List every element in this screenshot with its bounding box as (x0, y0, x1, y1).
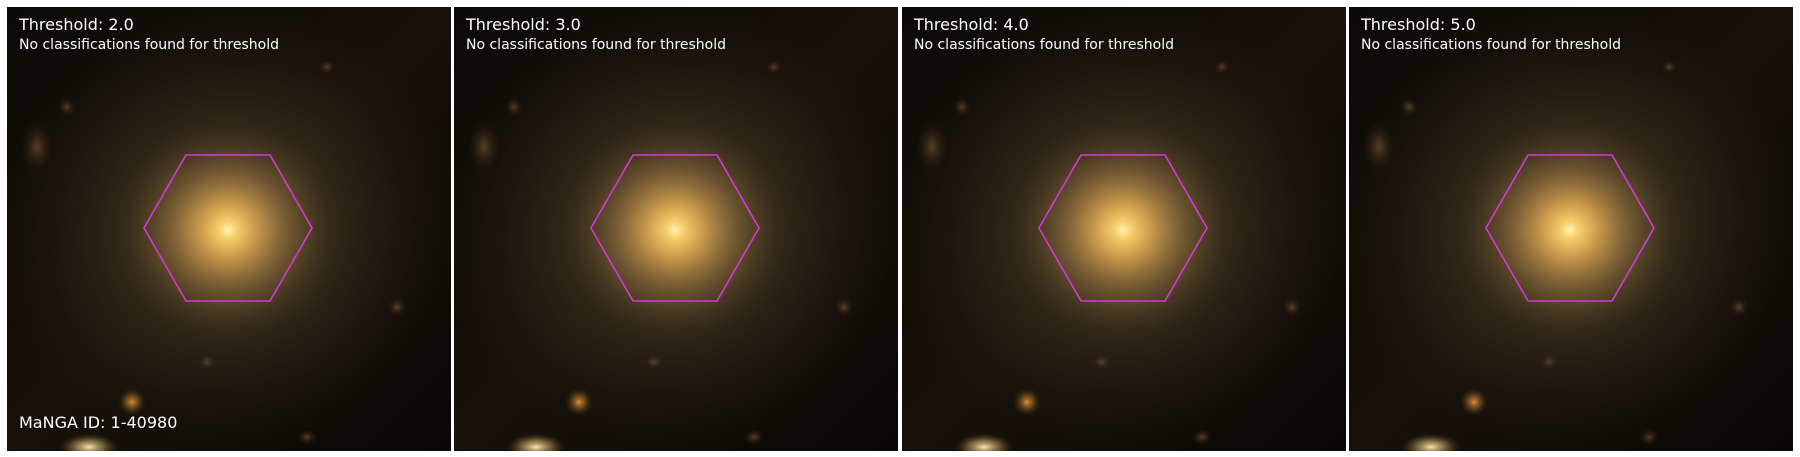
panel-status-message: No classifications found for threshold (19, 37, 279, 53)
panel-threshold-label: Threshold: 5.0 (1361, 15, 1476, 34)
manga-id-label: MaNGA ID: 1-40980 (19, 413, 178, 432)
image-panel-threshold-4: Threshold: 4.0 No classifications found … (902, 7, 1346, 451)
panel-threshold-label: Threshold: 4.0 (914, 15, 1029, 34)
panel-threshold-label: Threshold: 3.0 (466, 15, 581, 34)
ifu-footprint-hexagon (143, 154, 313, 302)
galaxy-image (7, 7, 451, 451)
galaxy-image (454, 7, 898, 451)
galaxy-image (1349, 7, 1793, 451)
image-panel-threshold-2: Threshold: 2.0 No classifications found … (7, 7, 451, 451)
panel-status-message: No classifications found for threshold (466, 37, 726, 53)
image-panel-threshold-3: Threshold: 3.0 No classifications found … (454, 7, 898, 451)
panel-threshold-label: Threshold: 2.0 (19, 15, 134, 34)
ifu-footprint-hexagon (1485, 154, 1655, 302)
galaxy-image (902, 7, 1346, 451)
ifu-footprint-hexagon (590, 154, 760, 302)
ifu-footprint-hexagon (1038, 154, 1208, 302)
panel-status-message: No classifications found for threshold (1361, 37, 1621, 53)
panel-status-message: No classifications found for threshold (914, 37, 1174, 53)
image-panel-threshold-5: Threshold: 5.0 No classifications found … (1349, 7, 1793, 451)
